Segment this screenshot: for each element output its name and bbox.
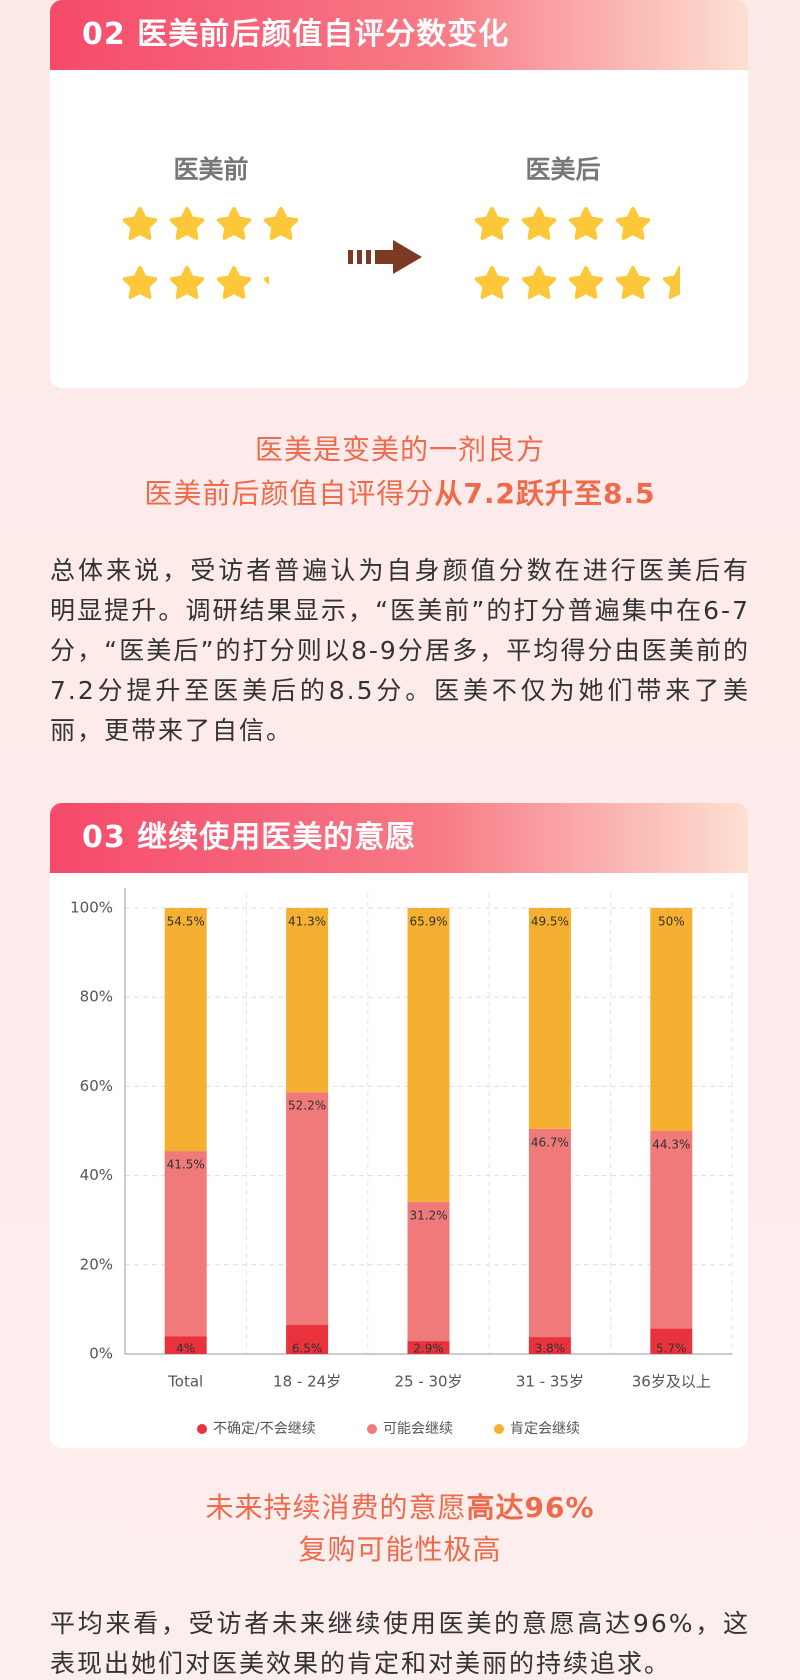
data-label: 6.5%: [292, 1342, 323, 1356]
star: [263, 276, 269, 286]
bar-segment: [407, 1201, 450, 1342]
data-label: 31.2%: [409, 1208, 447, 1222]
section-title: 02 医美前后颜值自评分数变化: [50, 0, 748, 70]
bar-segment: [407, 1341, 450, 1354]
paragraph: 总体来说，受访者普遍认为自身颜值分数在进行医美后有明显提升。调研结果显示，“医美…: [50, 556, 750, 745]
chart-card: 0% 20% 40% 60% 80% 100% 4% 41.5% 54.5% Total 6.5% 5…: [50, 873, 748, 1448]
before-label: 医美前: [173, 155, 248, 184]
rating-graphic: 医美前 医美后: [122, 155, 680, 299]
arrow: [348, 240, 422, 274]
legend-label: 可能会继续: [383, 1420, 453, 1437]
headline: 医美前后颜值自评得分从7.2跃升至8.5: [0, 472, 800, 512]
headline: 未来持续消费的意愿高达96%: [0, 1486, 800, 1526]
rating-card: 医美前 医美后: [50, 70, 748, 388]
data-label: 50%: [658, 915, 685, 929]
headline-highlight: 从7.2跃升至8.5: [434, 477, 656, 510]
y-tick-label: 20%: [80, 1255, 113, 1273]
bar-segment: [528, 1337, 571, 1354]
x-tick-label: 36岁及以上: [632, 1373, 711, 1391]
bar-segment: [286, 1092, 329, 1326]
x-tick-label: Total: [167, 1373, 203, 1391]
star: [474, 207, 510, 240]
legend-marker: [197, 1424, 207, 1434]
bar-segment: [650, 908, 693, 1131]
bar-segment: [286, 1325, 329, 1354]
headline-text: 未来持续消费的意愿: [205, 1491, 467, 1524]
legend-marker: [367, 1424, 377, 1434]
data-label: 4%: [176, 1342, 195, 1356]
bar-segment: [528, 908, 571, 1129]
bar-segment: [650, 1131, 693, 1329]
star: [615, 207, 651, 240]
headline-highlight: 高达96%: [466, 1491, 595, 1524]
star: [169, 207, 205, 240]
y-tick-label: 100%: [70, 899, 113, 917]
data-label: 41.3%: [288, 915, 326, 929]
x-tick-label: 31 - 35岁: [516, 1373, 584, 1391]
star: [216, 266, 252, 299]
star-rating: [474, 207, 680, 299]
legend-label: 肯定会继续: [510, 1420, 580, 1437]
data-label: 44.3%: [652, 1138, 690, 1152]
star: [122, 266, 158, 299]
bar-segment: [650, 1328, 693, 1354]
star: [662, 266, 680, 299]
legend-label: 不确定/不会继续: [213, 1420, 316, 1437]
data-label: 2.9%: [413, 1342, 444, 1356]
bar-segment: [407, 908, 450, 1202]
bar-segment: [286, 908, 329, 1093]
data-label: 46.7%: [531, 1135, 569, 1149]
bar-segment: [164, 1151, 207, 1337]
headline: 医美是变美的一剂良方: [254, 433, 545, 466]
headline-text: 医美前后颜值自评得分: [144, 477, 435, 510]
after-label: 医美后: [525, 155, 600, 184]
star: [263, 207, 299, 240]
data-label: 3.8%: [535, 1342, 566, 1356]
data-label: 5.7%: [656, 1342, 687, 1356]
star: [122, 207, 158, 240]
bar-segment: [164, 1336, 207, 1354]
y-tick-label: 60%: [80, 1077, 113, 1095]
legend-marker: [494, 1424, 504, 1434]
bar-segment: [528, 1128, 571, 1338]
bar-segment: [164, 908, 207, 1152]
star: [474, 266, 510, 299]
data-label: 49.5%: [531, 915, 569, 929]
y-tick-label: 40%: [80, 1166, 113, 1184]
data-label: 41.5%: [167, 1158, 205, 1172]
section-title: 03 继续使用医美的意愿: [50, 803, 748, 873]
star: [521, 207, 557, 240]
star: [216, 207, 252, 240]
paragraph: 平均来看，受访者未来继续使用医美的意愿高达96%，这表现出她们对医美效果的肯定和…: [50, 1609, 750, 1678]
star: [568, 266, 604, 299]
y-tick-label: 80%: [80, 988, 113, 1006]
x-tick-label: 25 - 30岁: [394, 1373, 462, 1391]
star: [615, 266, 651, 299]
data-label: 52.2%: [288, 1099, 326, 1113]
y-tick-label: 0%: [89, 1345, 113, 1363]
star-rating: [122, 207, 299, 299]
star: [169, 266, 205, 299]
data-label: 54.5%: [167, 915, 205, 929]
star: [568, 207, 604, 240]
star: [521, 266, 557, 299]
data-label: 65.9%: [409, 915, 447, 929]
headline: 复购可能性极高: [298, 1533, 502, 1566]
x-tick-label: 18 - 24岁: [273, 1373, 341, 1391]
chart: 0% 20% 40% 60% 80% 100% 4% 41.5% 54.5% Total 6.5% 5…: [70, 888, 733, 1437]
